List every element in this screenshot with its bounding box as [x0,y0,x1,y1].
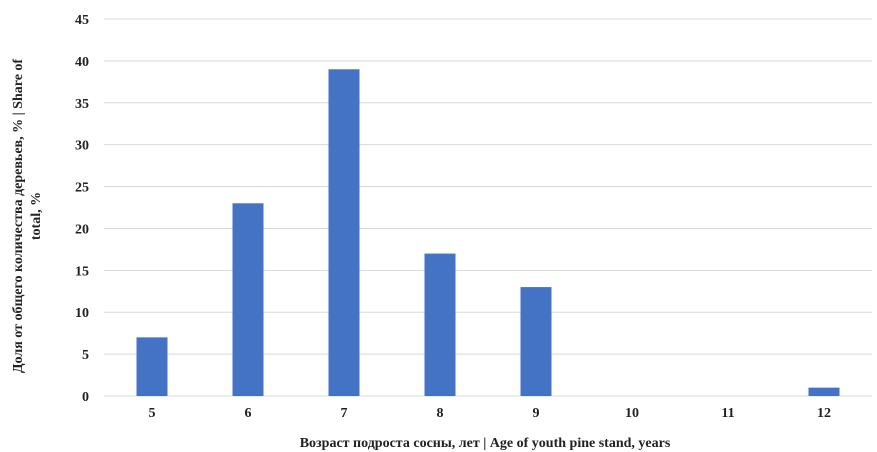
bar [808,387,840,396]
x-tick-label: 9 [533,406,540,421]
x-tick-label: 5 [149,406,156,421]
x-tick-label: 8 [437,406,444,421]
y-tick-label: 0 [82,390,89,405]
bar [232,203,264,396]
x-axis-ticks: 5 6 7 8 9 10 11 12 [149,406,832,421]
bar [424,253,456,396]
y-tick-label: 5 [82,348,89,363]
x-tick-label: 7 [341,406,348,421]
y-tick-label: 35 [75,97,89,112]
y-tick-label: 45 [75,13,89,28]
y-axis-title-line-2: total, % [29,192,44,240]
y-axis-title: Доля от общего количества деревьев, % | … [11,59,44,374]
y-tick-label: 10 [75,306,89,321]
bar [136,337,168,396]
x-tick-label: 10 [625,406,639,421]
y-tick-label: 20 [75,222,89,237]
y-tick-label: 15 [75,264,89,279]
y-tick-label: 25 [75,181,89,196]
y-axis-title-line-1: Доля от общего количества деревьев, % | … [11,59,26,374]
x-tick-label: 12 [817,406,831,421]
x-tick-label: 11 [721,406,734,421]
bar [520,287,552,396]
x-axis-title: Возраст подроста сосны, лет | Age of you… [300,436,671,451]
y-tick-label: 30 [75,139,89,154]
bar [328,69,360,397]
x-tick-label: 6 [245,406,252,421]
y-axis-ticks: 0 5 10 15 20 25 30 35 40 45 [75,13,89,405]
y-tick-label: 40 [75,55,89,70]
bars [136,69,840,397]
gridlines [104,18,872,397]
